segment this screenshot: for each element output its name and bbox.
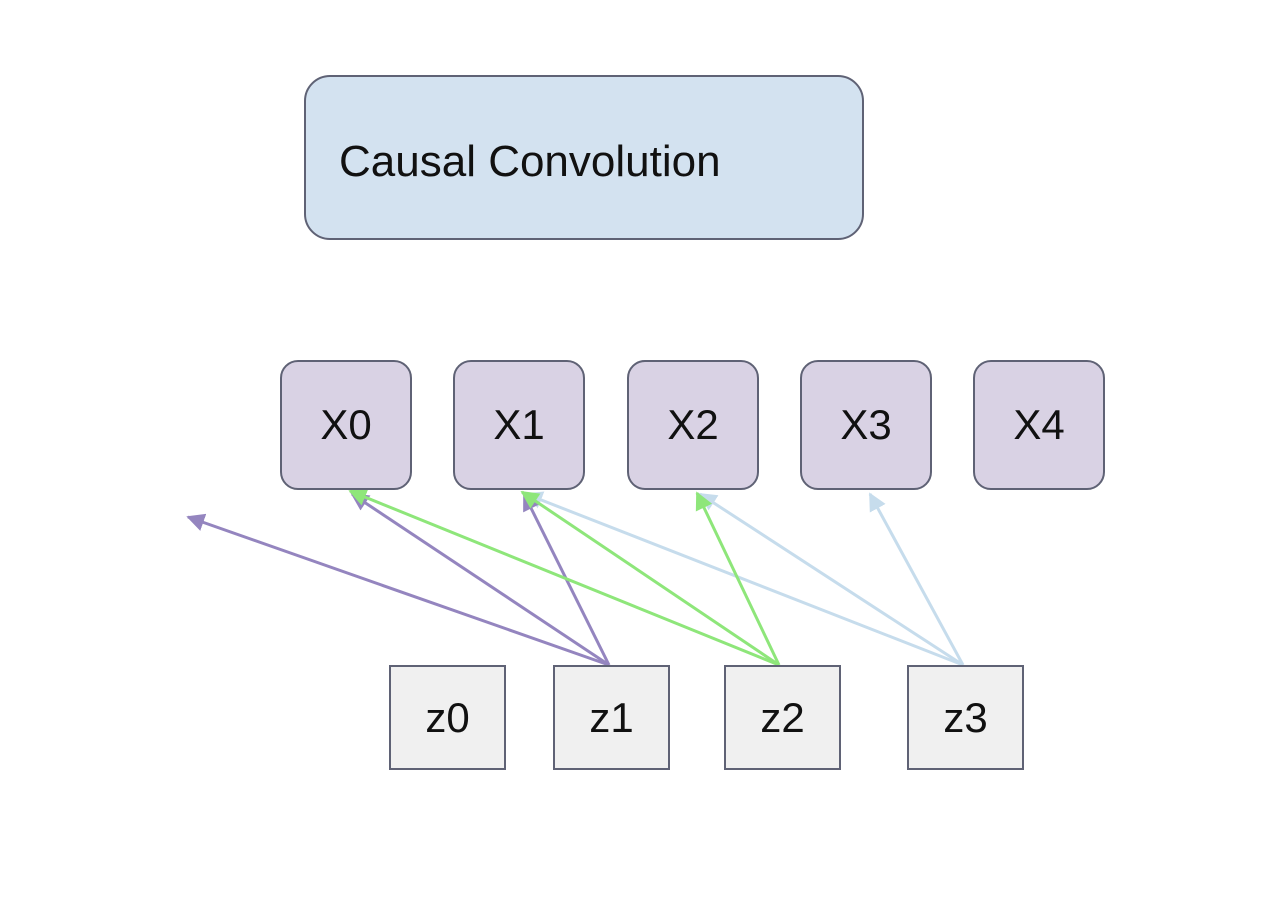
node-z2: z2 bbox=[724, 665, 841, 770]
edge-z2-x2 bbox=[695, 491, 781, 666]
node-z0: z0 bbox=[389, 665, 506, 770]
edge-z2-x1 bbox=[520, 490, 780, 667]
edge-z2-x0 bbox=[348, 488, 780, 667]
title-box: Causal Convolution bbox=[304, 75, 864, 240]
node-z1: z1 bbox=[553, 665, 670, 770]
node-x0: X0 bbox=[280, 360, 412, 490]
edge-z1-x0 bbox=[350, 492, 610, 667]
edge-z1-offleft bbox=[186, 513, 610, 667]
node-x1: X1 bbox=[453, 360, 585, 490]
edge-z3-x1 bbox=[524, 491, 964, 667]
node-z3: z3 bbox=[907, 665, 1024, 770]
diagram-title: Causal Convolution bbox=[339, 137, 721, 186]
node-x3: X3 bbox=[800, 360, 932, 490]
node-x2: X2 bbox=[627, 360, 759, 490]
edge-z3-x2 bbox=[698, 492, 964, 667]
edge-z1-x1 bbox=[522, 492, 611, 666]
edge-z3-x3 bbox=[868, 492, 965, 666]
node-x4: X4 bbox=[973, 360, 1105, 490]
